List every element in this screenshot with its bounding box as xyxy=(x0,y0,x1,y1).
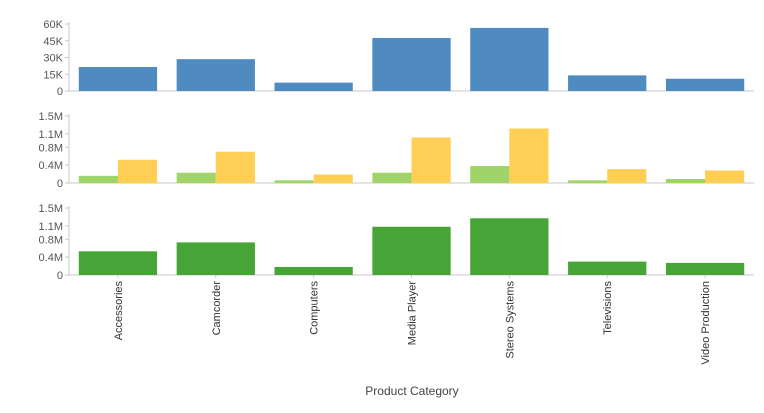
y-tick-label: 1.5M xyxy=(39,203,63,215)
bar-televisions-panel1 xyxy=(568,75,647,91)
bar-televisions-panel2-series1 xyxy=(568,180,608,183)
x-tick-label: Video Production xyxy=(700,281,712,365)
bar-video-production-panel1 xyxy=(665,78,745,91)
bar-computers-panel2-series1 xyxy=(274,180,314,183)
bar-televisions-panel3 xyxy=(568,261,647,275)
bar-camcorder-panel2-series2 xyxy=(215,151,255,183)
x-tick-label: Accessories xyxy=(113,281,125,341)
bar-video-production-panel2-series1 xyxy=(665,178,706,183)
y-tick-label: 0.8M xyxy=(39,234,63,246)
y-tick-label: 30K xyxy=(43,53,63,65)
bar-stereo-systems-panel3 xyxy=(470,218,549,275)
bar-computers-panel2-series2 xyxy=(313,174,353,183)
bar-media-player-panel1 xyxy=(372,37,451,91)
bar-camcorder-panel3 xyxy=(176,242,255,275)
y-tick-label: 1.1M xyxy=(39,221,63,233)
bar-stereo-systems-panel1 xyxy=(470,27,549,91)
chart-panel-2: 0 0.4M 0.8M1.1M 1.5M xyxy=(39,111,754,190)
bar-media-player-panel3 xyxy=(372,226,451,275)
x-tick-label: Camcorder xyxy=(211,281,223,336)
y-tick-label: 0.4M xyxy=(39,160,63,172)
x-tick-label: Computers xyxy=(309,281,321,335)
y-tick-label: 45K xyxy=(43,36,63,48)
y-tick-label: 0 xyxy=(57,270,63,282)
bar-stereo-systems-panel2-series1 xyxy=(470,166,510,183)
y-tick-label: 0 xyxy=(57,86,63,98)
bar-media-player-panel2-series1 xyxy=(372,172,412,183)
chart-panel-1: 0 15K 30K 45K 60K xyxy=(43,19,754,98)
bar-televisions-panel2-series2 xyxy=(607,169,647,183)
x-tick-label: Stereo Systems xyxy=(504,281,516,359)
bar-media-player-panel2-series2 xyxy=(411,137,451,183)
y-tick-label: 60K xyxy=(43,19,63,31)
x-tick-label: Media Player xyxy=(407,281,419,346)
y-tick-label: 15K xyxy=(43,69,63,81)
bar-accessories-panel2-series1 xyxy=(78,175,118,183)
bar-accessories-panel1 xyxy=(78,66,158,91)
bar-accessories-panel3 xyxy=(78,251,158,275)
bar-video-production-panel3 xyxy=(665,262,745,275)
bar-accessories-panel2-series2 xyxy=(117,159,158,183)
x-tick-label: Televisions xyxy=(602,281,614,335)
bar-camcorder-panel1 xyxy=(176,59,255,91)
y-tick-label: 1.1M xyxy=(39,129,63,141)
x-axis-label: Product Category xyxy=(365,384,458,398)
bar-camcorder-panel2-series1 xyxy=(176,172,216,183)
chart-panel-3: 0 0.4M 0.8M1.1M 1.5M xyxy=(39,203,754,282)
bar-computers-panel3 xyxy=(274,266,353,275)
bar-stereo-systems-panel2-series2 xyxy=(509,128,549,183)
y-tick-label: 0 xyxy=(57,178,63,190)
bar-video-production-panel2-series2 xyxy=(705,170,745,183)
y-tick-label: 0.8M xyxy=(39,142,63,154)
bar-computers-panel1 xyxy=(274,82,353,92)
y-tick-label: 1.5M xyxy=(39,111,63,123)
y-tick-label: 0.4M xyxy=(39,252,63,264)
